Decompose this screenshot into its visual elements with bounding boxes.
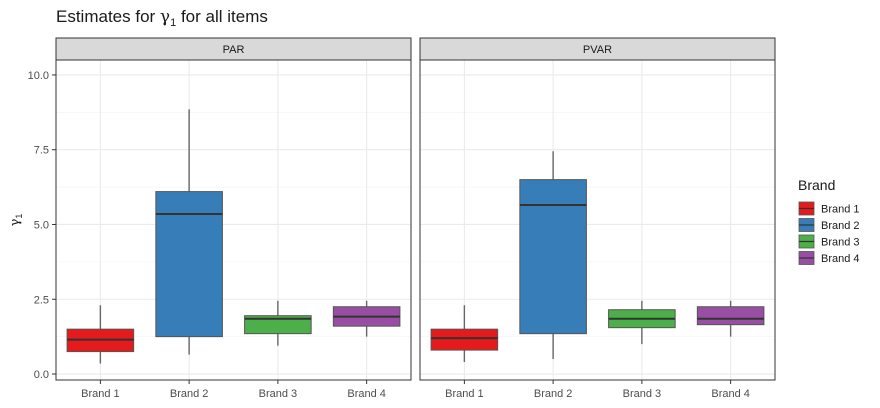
panel-pvar: PVAR Brand 1 Brand 2 Brand 3 Brand 4: [419, 37, 776, 400]
y-axis: 0.0 2.5 5.0 7.5 10.0: [28, 70, 56, 381]
legend-title: Brand: [798, 177, 835, 193]
legend-label: Brand 4: [821, 253, 860, 265]
legend-label: Brand 2: [821, 220, 860, 232]
legend-label: Brand 1: [821, 204, 860, 216]
box-brand-3-par: [244, 300, 312, 346]
chart-title-prefix: Estimates for: [56, 7, 160, 26]
box-body: [696, 306, 765, 326]
x-tick-label: Brand 2: [170, 388, 209, 400]
panel-border-pvar: [419, 59, 776, 381]
box-body: [244, 315, 312, 335]
strip-label-pvar: PVAR: [583, 44, 612, 56]
x-tick-label: Brand 1: [81, 388, 120, 400]
legend-label: Brand 3: [821, 237, 860, 249]
x-tick-label: Brand 2: [534, 388, 573, 400]
box-brand-1-pvar: [430, 305, 499, 363]
chart-title: Estimates for γ1 for all items: [56, 7, 268, 29]
x-tick-label: Brand 3: [259, 388, 298, 400]
box-brand-2-par: [155, 109, 223, 355]
panels-layer: PAR Brand 1 Brand 2 Brand 3 Brand 4 PVAR Brand…: [55, 37, 776, 400]
legend-entry-brand-3: Brand 3: [798, 234, 860, 249]
chart-title-subscript: 1: [170, 17, 176, 29]
legend-entry-brand-4: Brand 4: [798, 251, 860, 265]
box-brand-4-pvar: [696, 300, 765, 337]
y-tick-label: 7.5: [34, 145, 49, 157]
y-tick-label: 5.0: [34, 219, 49, 231]
legend: Brand Brand 1 Brand 2 Brand 3 Brand 4: [798, 177, 860, 265]
box-body: [430, 328, 499, 351]
x-tick-label: Brand 1: [445, 388, 484, 400]
legend-entry-brand-1: Brand 1: [798, 201, 860, 216]
chart-title-symbol: γ: [160, 7, 170, 27]
y-tick-label: 2.5: [34, 294, 49, 306]
y-axis-title: γ1: [8, 214, 24, 227]
panel-background-pvar: [420, 60, 775, 380]
chart-title-suffix: for all items: [176, 7, 268, 26]
x-tick-label: Brand 4: [347, 388, 386, 400]
panel-par: PAR Brand 1 Brand 2 Brand 3 Brand 4: [55, 37, 412, 400]
x-tick-label: Brand 4: [711, 388, 750, 400]
box-brand-3-pvar: [608, 300, 676, 345]
legend-entry-brand-2: Brand 2: [798, 218, 860, 232]
x-tick-label: Brand 3: [623, 388, 662, 400]
box-body: [155, 191, 223, 338]
strip-label-par: PAR: [223, 44, 245, 56]
y-tick-label: 0.0: [34, 369, 49, 381]
y-axis-title-symbol: γ: [8, 218, 23, 226]
box-brand-2-pvar: [519, 151, 587, 360]
y-tick-label: 10.0: [28, 70, 49, 82]
box-body: [519, 179, 587, 335]
y-axis-title-subscript: 1: [14, 214, 24, 219]
box-brand-1-par: [66, 305, 135, 364]
box-brand-4-par: [332, 300, 401, 337]
panel-border-par: [55, 59, 412, 381]
